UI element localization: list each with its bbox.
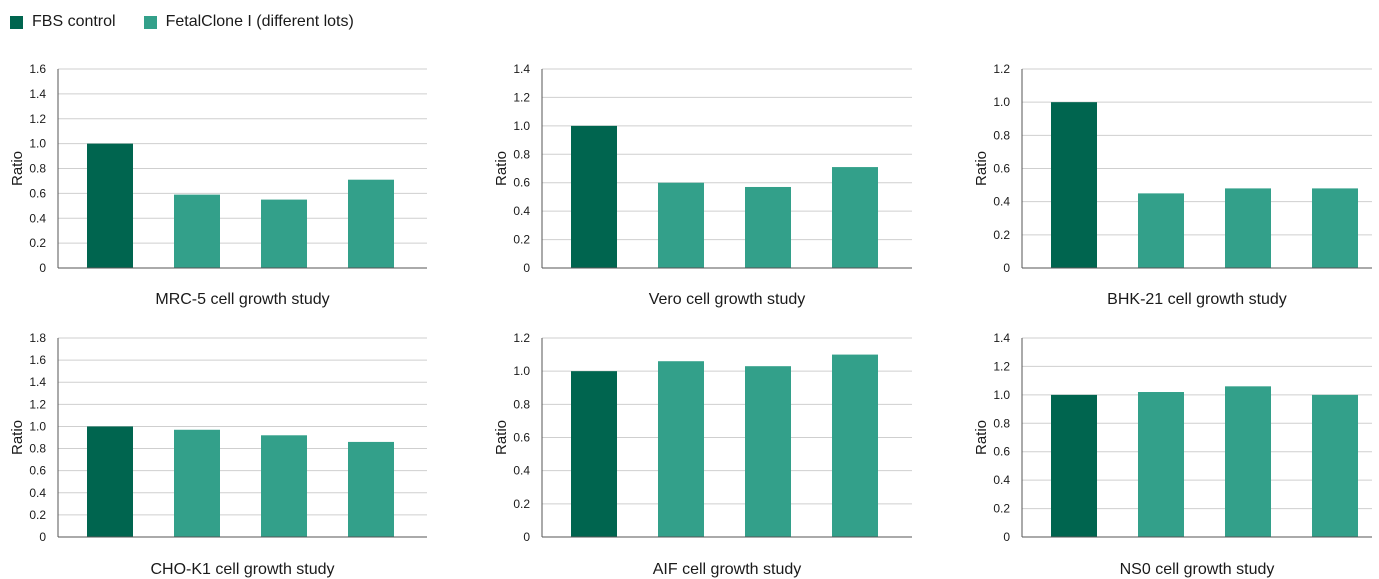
y-tick-label: 1.0 [513,119,530,133]
y-tick-label: 1.4 [29,375,46,389]
chart-title: MRC-5 cell growth study [155,291,329,308]
y-tick-label: 0.8 [513,397,530,411]
y-tick-label: 0.6 [29,464,46,478]
bar [571,371,617,537]
y-tick-label: 0.6 [993,162,1010,176]
y-tick-label: 0.4 [993,195,1010,209]
y-tick-label: 1.0 [29,419,46,433]
bar [174,194,220,268]
y-tick-label: 1.4 [513,62,530,76]
y-tick-label: 0.2 [29,236,46,250]
y-tick-label: 0.6 [29,186,46,200]
y-tick-label: 0 [1003,261,1010,275]
legend-item-fetalclone: FetalClone I (different lots) [143,13,354,31]
y-tick-label: 1.6 [29,353,46,367]
y-tick-label: 1.2 [29,397,46,411]
y-tick-label: 1.2 [513,90,530,104]
bar [571,125,617,268]
legend-label-fetalclone: FetalClone I (different lots) [165,13,354,30]
y-tick-label: 0.2 [993,228,1010,242]
y-tick-label: 0.6 [993,445,1010,459]
y-tick-label: 0.8 [993,128,1010,142]
y-tick-label: 0.8 [29,162,46,176]
y-tick-label: 1.8 [29,331,46,345]
chart-title: BHK-21 cell growth study [1107,291,1287,308]
legend-item-fbs-control: FBS control [10,13,116,31]
bar [658,182,704,268]
y-tick-label: 0.4 [513,204,530,218]
bar [1051,394,1097,537]
chart-panel-4: 0 0.2 0.4 0.6 0.8 1.0 1.2 1.4 1.6 1.8 Ratio CHO-K1 … [9,331,427,578]
chart-legend: FBS control FetalClone I (different lots… [10,10,382,34]
y-tick-label: 0 [1003,530,1010,544]
y-tick-label: 1.0 [993,388,1010,402]
y-tick-label: 0.6 [513,176,530,190]
y-tick-label: 0.8 [993,416,1010,430]
bar [348,441,394,537]
y-tick-label: 0.4 [29,486,46,500]
y-tick-label: 0.8 [29,442,46,456]
chart-title: AIF cell growth study [653,561,802,578]
bar [261,435,307,537]
y-tick-label: 0.4 [993,473,1010,487]
y-axis-title: Ratio [9,420,26,455]
y-tick-label: 0 [523,530,530,544]
y-tick-label: 1.6 [29,62,46,76]
chart-panel-1: 0 0.2 0.4 0.6 0.8 1.0 1.2 1.4 1.6 Ratio MRC-5 cell… [9,62,427,308]
chart-panel-3: 0 0.2 0.4 0.6 0.8 1.0 1.2 Ratio BHK-21 cell grow… [973,62,1372,308]
y-axis-title: Ratio [493,151,510,186]
y-tick-label: 1.4 [993,331,1010,345]
legend-label-fbs-control: FBS control [32,13,116,30]
bar [658,361,704,537]
y-tick-label: 1.0 [993,95,1010,109]
legend-swatch-fbs-control [10,15,23,29]
chart-title: Vero cell growth study [649,291,806,308]
y-tick-label: 1.0 [513,364,530,378]
bar [1138,392,1184,537]
chart-panel-2: 0 0.2 0.4 0.6 0.8 1.0 1.2 1.4 Ratio Vero cell gro… [493,62,912,308]
y-tick-label: 0.6 [513,431,530,445]
y-tick-label: 1.2 [993,359,1010,373]
bar [87,426,133,537]
y-tick-label: 1.0 [29,137,46,151]
bar [1312,188,1358,268]
bar [1225,188,1271,268]
y-tick-label: 1.2 [513,331,530,345]
bar [1225,386,1271,537]
bar [348,179,394,268]
bar [832,167,878,268]
y-axis-title: Ratio [973,420,990,455]
bar [1138,193,1184,268]
y-tick-label: 0.4 [29,211,46,225]
chart-panel-5: 0 0.2 0.4 0.6 0.8 1.0 1.2 Ratio AIF cell growth … [493,331,912,578]
bar [1051,102,1097,269]
bar [261,199,307,268]
y-tick-label: 0.8 [513,147,530,161]
y-tick-label: 0.2 [513,497,530,511]
chart-title: CHO-K1 cell growth study [150,561,334,578]
y-tick-label: 1.2 [29,112,46,126]
bar [87,143,133,268]
bar [174,429,220,537]
bar [745,366,791,537]
y-axis-title: Ratio [973,151,990,186]
y-tick-label: 0 [523,261,530,275]
chart-panel-6: 0 0.2 0.4 0.6 0.8 1.0 1.2 1.4 Ratio NS0 cell grow… [973,331,1372,578]
y-tick-label: 0.2 [993,502,1010,516]
y-tick-label: 0 [39,261,46,275]
bar [1312,394,1358,537]
y-tick-label: 0 [39,530,46,544]
y-tick-label: 1.2 [993,62,1010,76]
y-tick-label: 0.4 [513,464,530,478]
chart-title: NS0 cell growth study [1120,561,1275,578]
y-tick-label: 0.2 [29,508,46,522]
y-tick-label: 0.2 [513,233,530,247]
bar [745,186,791,268]
legend-swatch-fetalclone [143,15,157,29]
y-axis-title: Ratio [9,151,26,186]
bar [832,354,878,537]
y-tick-label: 1.4 [29,87,46,101]
y-axis-title: Ratio [493,420,510,455]
